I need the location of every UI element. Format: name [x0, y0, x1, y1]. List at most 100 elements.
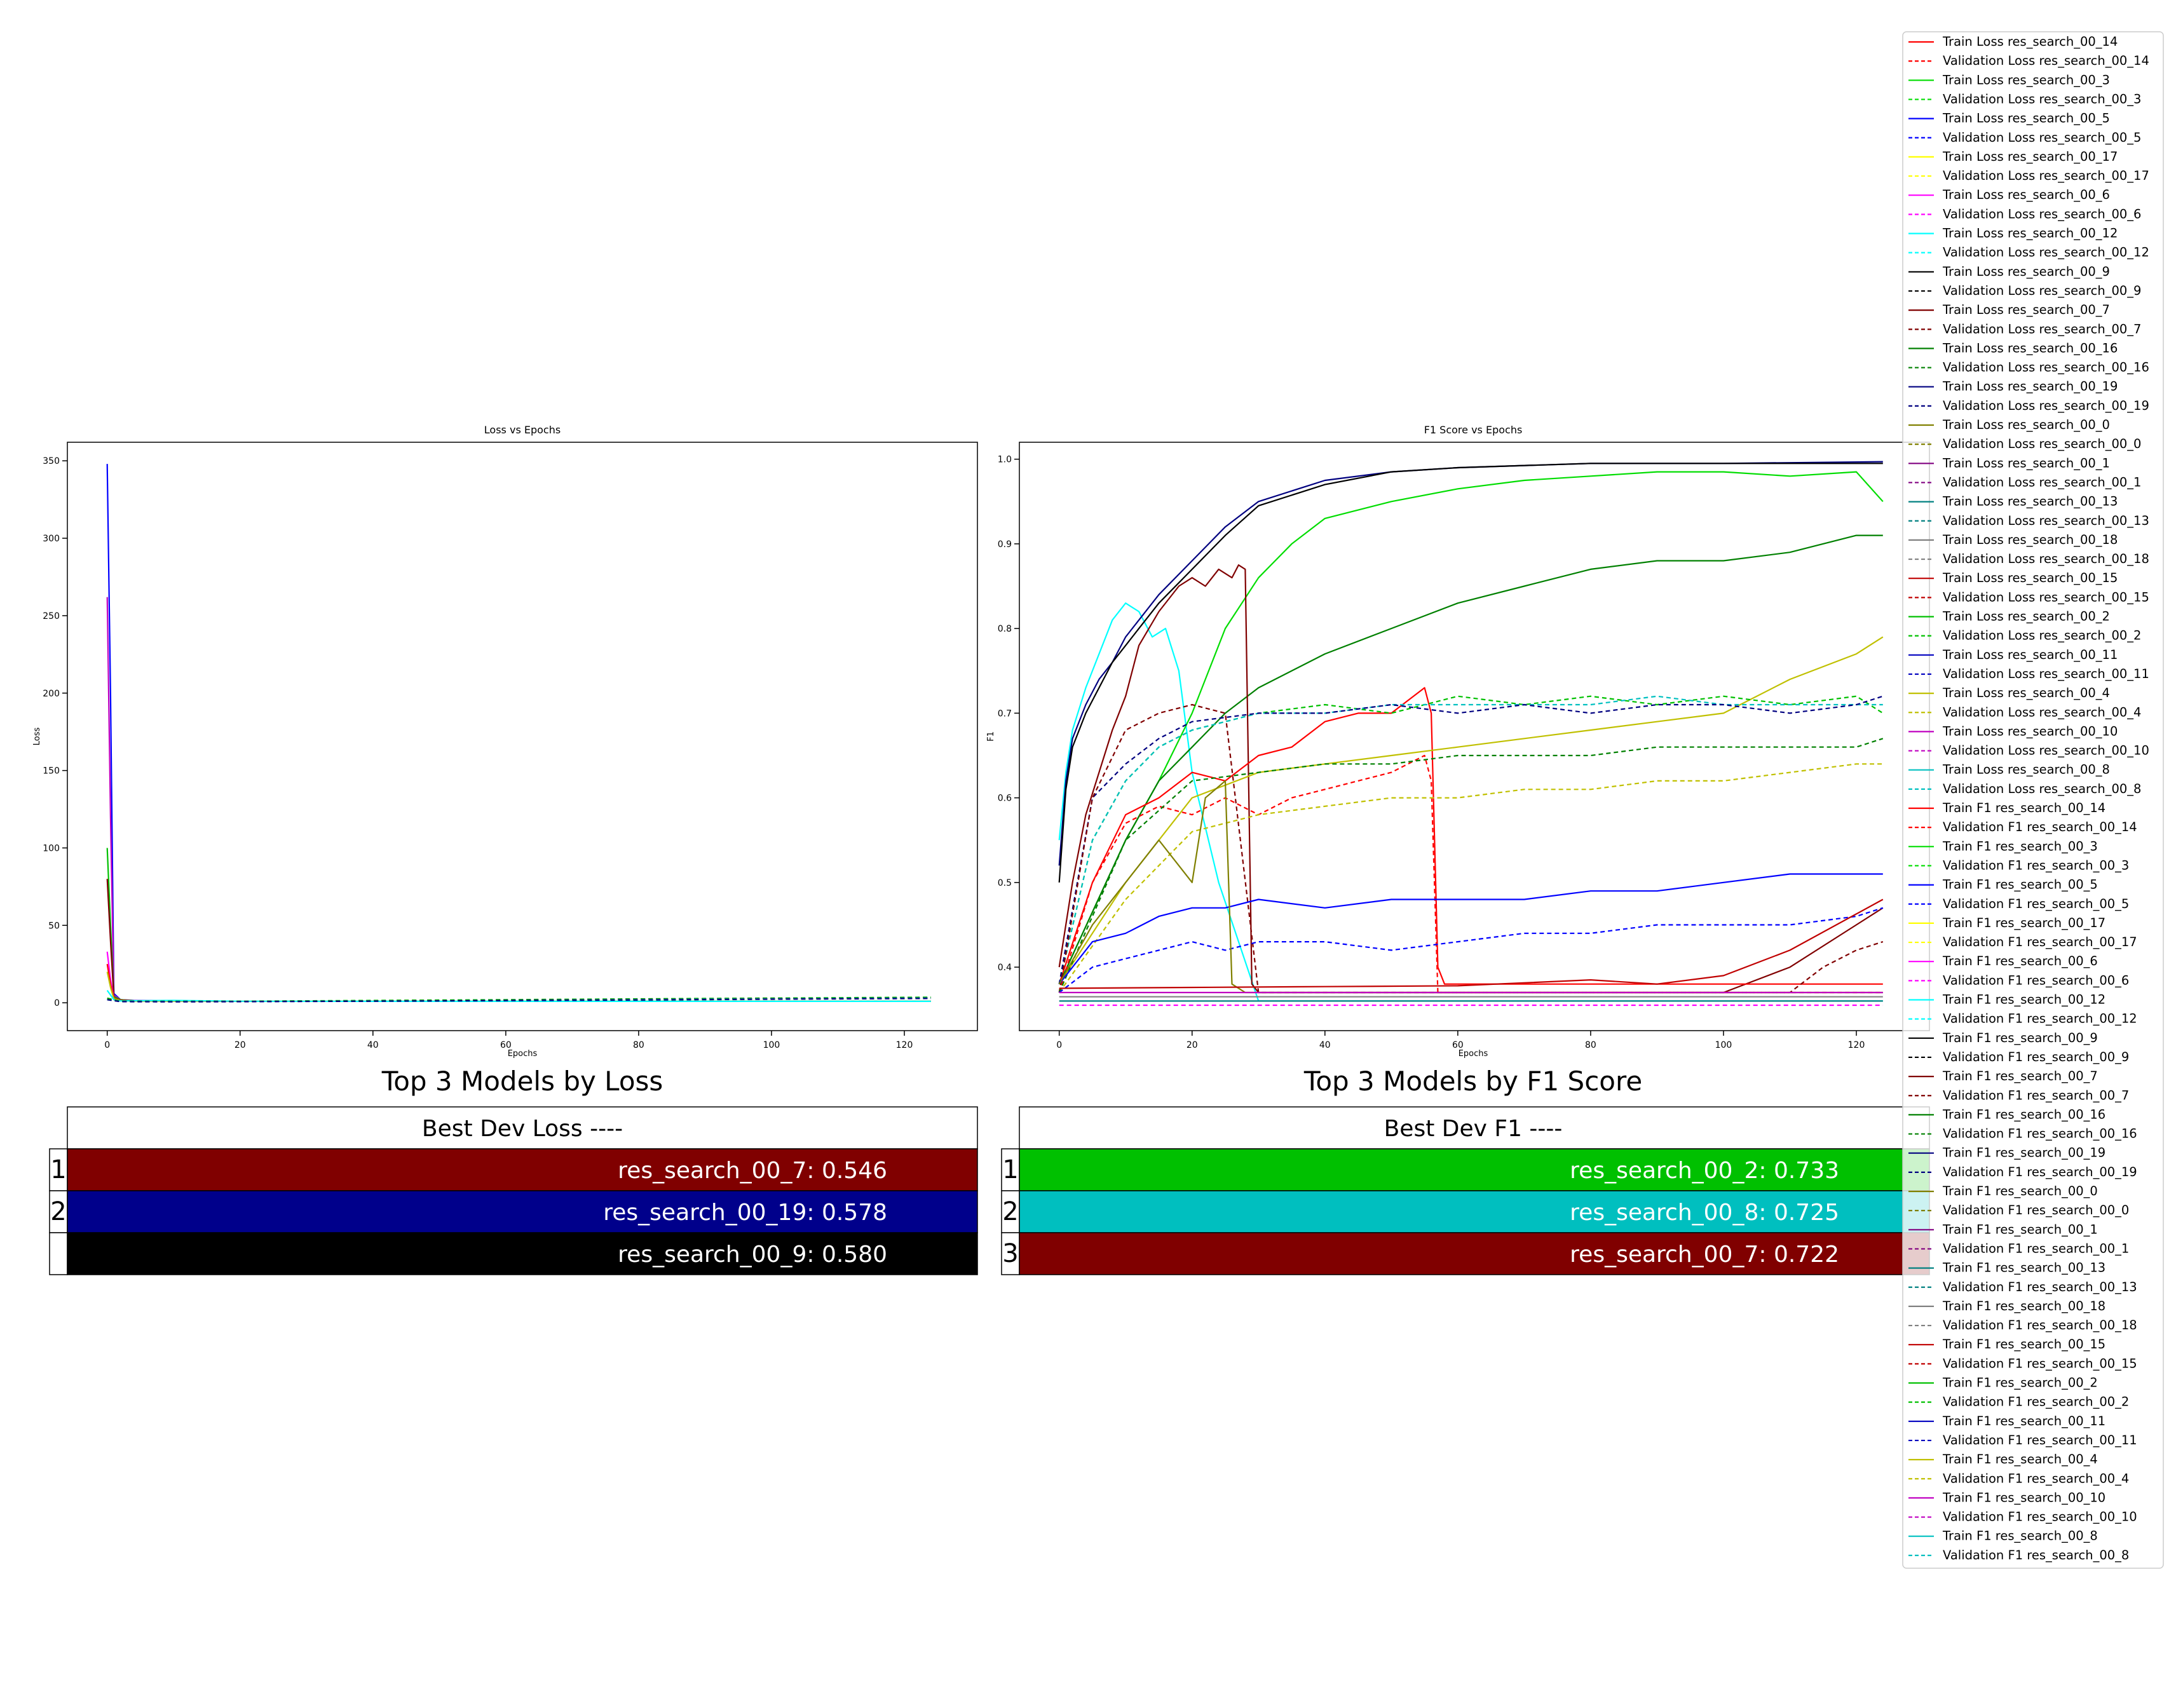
legend-entry-label: Validation F1 res_search_00_19 — [1943, 1165, 2137, 1179]
loss-table-row — [67, 1148, 978, 1191]
f1-table-rank: 1 — [1002, 1155, 1018, 1184]
legend-entry-label: Train F1 res_search_00_4 — [1942, 1452, 2098, 1467]
f1-table-rank: 2 — [1002, 1197, 1018, 1226]
f1-table-rank-cell — [1001, 1232, 1020, 1275]
loss-y-tick-label: 0 — [54, 998, 60, 1008]
legend-entry-label: Validation Loss res_search_00_5 — [1943, 130, 2141, 145]
legend-entry-label: Validation Loss res_search_00_12 — [1943, 245, 2149, 260]
legend-entry-label: Train F1 res_search_00_6 — [1942, 954, 2098, 968]
legend-entry-label: Train Loss res_search_00_17 — [1942, 149, 2118, 164]
f1-x-tick-label: 40 — [1319, 1040, 1331, 1050]
f1-x-tick-label: 20 — [1187, 1040, 1198, 1050]
loss-chart-title: Loss vs Epochs — [484, 424, 561, 436]
f1-axes: 0 20 40 60 80 100 120 0.4 0.5 0.6 0.7 0.8 0.9 1.0 — [998, 455, 1865, 1050]
f1-series-line — [1058, 534, 1883, 985]
legend-entry-label: Train Loss res_search_00_15 — [1942, 571, 2118, 585]
legend-entry-label: Train Loss res_search_00_4 — [1942, 686, 2110, 700]
loss-table-row — [67, 1232, 978, 1275]
legend-entry-label: Validation F1 res_search_00_3 — [1943, 858, 2129, 872]
legend-entry-label: Validation F1 res_search_00_8 — [1943, 1548, 2129, 1562]
loss-table-row-label: res_search_00_7: 0.546 — [618, 1158, 887, 1184]
legend-entry-label: Train Loss res_search_00_16 — [1942, 341, 2118, 355]
legend-entry-label: Validation Loss res_search_00_1 — [1943, 475, 2141, 489]
legend-entry-label: Train Loss res_search_00_12 — [1942, 226, 2118, 241]
legend-entry-label: Validation Loss res_search_00_3 — [1943, 92, 2141, 106]
f1-x-tick-label: 120 — [1848, 1040, 1865, 1050]
f1-series-line — [1058, 695, 1884, 984]
legend-entry-label: Train Loss res_search_00_14 — [1942, 34, 2118, 49]
loss-y-tick-label: 200 — [43, 689, 60, 699]
legend-entry-label: Validation F1 res_search_00_11 — [1943, 1433, 2137, 1447]
legend-entry-label: Validation Loss res_search_00_19 — [1943, 398, 2149, 413]
f1-series-line — [1058, 471, 1884, 985]
loss-table-title: Top 3 Models by Loss — [381, 1066, 663, 1097]
f1-y-axis-label: F1 — [986, 731, 996, 742]
loss-x-tick-label: 100 — [763, 1040, 780, 1050]
legend-entry-label: Train F1 res_search_00_5 — [1942, 878, 2098, 892]
legend-entry-label: Train Loss res_search_00_10 — [1942, 724, 2118, 738]
loss-table-header: Best Dev Loss ---- — [422, 1116, 623, 1142]
loss-table-rank: 1 — [50, 1155, 66, 1184]
legend-entry-label: Validation Loss res_search_00_9 — [1943, 283, 2141, 298]
legend: Train Loss res_search_00_14 Validation Lo… — [1902, 31, 2164, 1569]
loss-y-tick-label: 150 — [43, 766, 60, 776]
legend-entry-label: Train F1 res_search_00_0 — [1942, 1184, 2098, 1198]
legend-entry-label: Validation F1 res_search_00_14 — [1943, 820, 2137, 834]
legend-entry-label: Train F1 res_search_00_13 — [1942, 1261, 2105, 1275]
legend-entry-label: Validation Loss res_search_00_2 — [1943, 628, 2141, 643]
legend-entry-label: Train Loss res_search_00_9 — [1942, 264, 2110, 279]
legend-entry-label: Validation Loss res_search_00_7 — [1943, 322, 2141, 336]
f1-table-rank: 3 — [1002, 1239, 1018, 1268]
loss-table-row — [67, 1190, 978, 1233]
legend-entry-label: Validation Loss res_search_00_6 — [1943, 207, 2141, 221]
legend-entry-label: Validation F1 res_search_00_10 — [1943, 1510, 2137, 1524]
legend-entry-label: Train Loss res_search_00_3 — [1942, 72, 2110, 87]
loss-x-axis-label: Epochs — [508, 1049, 538, 1059]
legend-entry-label: Validation F1 res_search_00_15 — [1943, 1356, 2137, 1371]
legend-entry-label: Train Loss res_search_00_13 — [1942, 494, 2118, 509]
legend-entry-label: Train Loss res_search_00_0 — [1942, 417, 2110, 432]
legend-entry-label: Validation Loss res_search_00_14 — [1943, 53, 2149, 68]
legend-entry-label: Validation Loss res_search_00_15 — [1943, 590, 2149, 604]
legend-entry-label: Validation Loss res_search_00_17 — [1943, 168, 2149, 183]
legend-entry-label: Train F1 res_search_00_16 — [1942, 1107, 2105, 1122]
loss-lines — [106, 464, 931, 1003]
f1-series-line — [1058, 636, 1884, 985]
f1-lines — [1058, 461, 1884, 1006]
f1-y-tick-label: 0.7 — [998, 708, 1012, 719]
f1-table-header: Best Dev F1 ---- — [1384, 1116, 1563, 1142]
legend-entry-label: Validation F1 res_search_00_1 — [1943, 1241, 2129, 1256]
legend-entry-label: Train Loss res_search_00_5 — [1942, 111, 2110, 126]
legend-entry-label: Validation F1 res_search_00_2 — [1943, 1395, 2129, 1409]
loss-y-tick-label: 300 — [43, 534, 60, 544]
legend-entry-label: Train Loss res_search_00_8 — [1942, 762, 2110, 777]
legend-entry-label: Validation Loss res_search_00_13 — [1943, 513, 2149, 528]
loss-table-header-cell — [67, 1106, 978, 1149]
legend-entry-label: Train F1 res_search_00_14 — [1942, 801, 2105, 815]
f1-table-row-label: res_search_00_8: 0.725 — [1570, 1200, 1839, 1226]
f1-x-tick-label: 0 — [1056, 1040, 1062, 1050]
legend-entry-label: Validation F1 res_search_00_4 — [1943, 1471, 2129, 1486]
f1-chart: F1 Score vs Epochs 0 20 40 60 80 100 120 0.4 0.5… — [986, 424, 1930, 1059]
f1-y-tick-label: 0.9 — [998, 539, 1012, 550]
legend-entry-label: Train F1 res_search_00_2 — [1942, 1376, 2098, 1390]
loss-x-tick-label: 120 — [896, 1040, 913, 1050]
legend-entry-label: Validation Loss res_search_00_11 — [1943, 667, 2149, 681]
legend-entry-label: Train F1 res_search_00_10 — [1942, 1490, 2105, 1505]
loss-table-rank: 2 — [50, 1197, 66, 1226]
legend-entry-label: Validation Loss res_search_00_4 — [1943, 705, 2141, 719]
loss-x-tick-label: 40 — [367, 1040, 379, 1050]
legend-entry-label: Validation Loss res_search_00_18 — [1943, 552, 2149, 566]
legend-entry-label: Train F1 res_search_00_18 — [1942, 1299, 2105, 1313]
loss-table-row-label: res_search_00_19: 0.578 — [603, 1200, 887, 1226]
legend-entry-label: Validation F1 res_search_00_13 — [1943, 1280, 2137, 1294]
f1-y-tick-label: 0.5 — [998, 878, 1012, 888]
legend-entry-label: Train Loss res_search_00_19 — [1942, 379, 2118, 394]
loss-table-rank-cell — [49, 1232, 68, 1275]
f1-table-row — [1019, 1190, 1930, 1233]
legend-entry-label: Validation F1 res_search_00_17 — [1943, 935, 2137, 949]
legend-entry-label: Validation F1 res_search_00_7 — [1943, 1088, 2129, 1102]
loss-chart-frame — [67, 442, 978, 1031]
legend-entry-label: Train F1 res_search_00_17 — [1942, 916, 2105, 930]
